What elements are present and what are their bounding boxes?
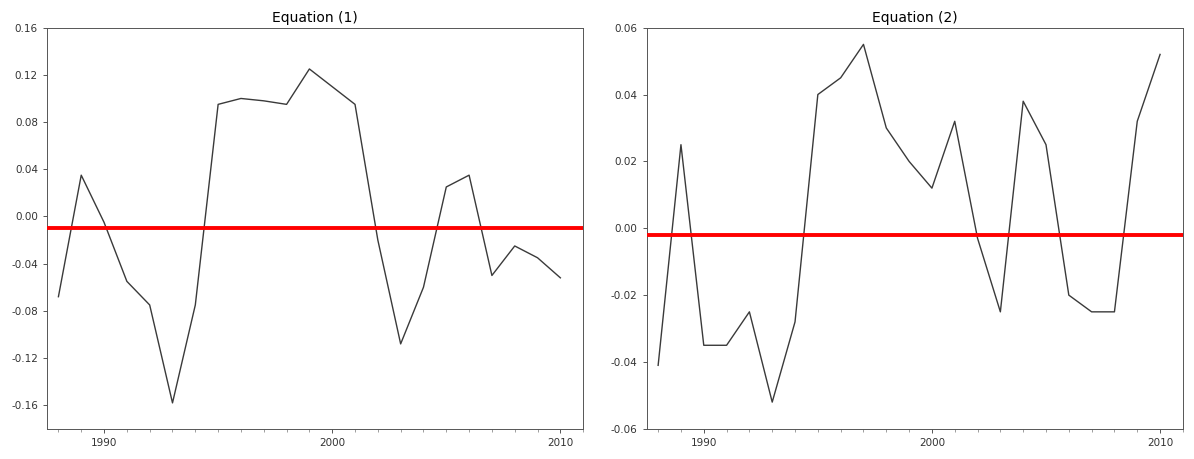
Title: Equation (1): Equation (1) <box>272 11 358 25</box>
Title: Equation (2): Equation (2) <box>872 11 958 25</box>
